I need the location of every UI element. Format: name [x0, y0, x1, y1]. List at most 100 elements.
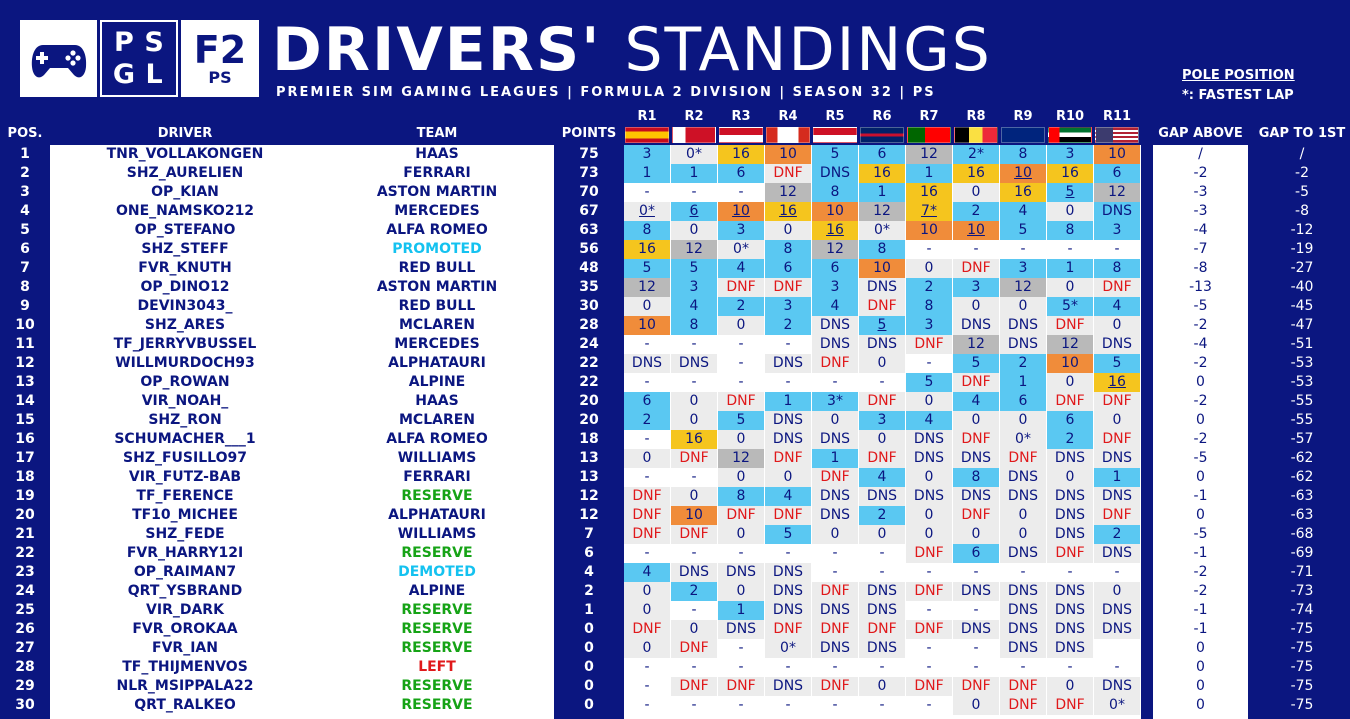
- position-cell: 3: [20, 184, 30, 200]
- driver-name: VIR_DARK: [146, 602, 224, 618]
- gap-above-cell: -5: [1193, 526, 1208, 542]
- result-cell-r4: DNS: [765, 582, 811, 601]
- result-cell-r5: -: [812, 373, 858, 392]
- driver-name: OP_STEFANO: [134, 222, 236, 238]
- result-cell-r4: DNS: [765, 601, 811, 620]
- gap-above-cell: -2: [1193, 583, 1208, 599]
- driver-name: FVR_IAN: [152, 640, 218, 656]
- result-cell-r2: 6: [671, 202, 717, 221]
- result-cell-r4: -: [765, 658, 811, 677]
- gap-to-first-cell: -8: [1295, 203, 1309, 219]
- gap-to-first-cell: -63: [1290, 488, 1314, 504]
- result-cell-r5: DNS: [812, 164, 858, 183]
- table-row: 2 SHZ_AURELIEN FERRARI 73 1 1 6 DNF DNS 16 1 16 10 16…: [0, 164, 1350, 183]
- round-label: R2: [684, 109, 704, 124]
- result-cell-r2: DNF: [671, 639, 717, 658]
- result-cell-r7: -: [906, 639, 952, 658]
- result-cell-r5: -: [812, 544, 858, 563]
- result-cell-r10: 1: [1047, 259, 1093, 278]
- points-cell: 63: [579, 222, 599, 238]
- result-cell-r4: 0: [765, 468, 811, 487]
- points-cell: 1: [584, 602, 594, 618]
- result-cell-r3: DNS: [718, 563, 764, 582]
- round-header-r9: R9: [1000, 108, 1046, 144]
- gap-to-first-cell: -75: [1290, 621, 1314, 637]
- gap-to-first-cell: /: [1299, 146, 1305, 162]
- result-cell-r3: DNS: [718, 620, 764, 639]
- result-cell-r5: DNF: [812, 677, 858, 696]
- result-cell-r7: -: [906, 563, 952, 582]
- table-row: 22 FVR_HARRY12I RESERVE 6- - - - - - DNF 6 DNS DNF DN…: [0, 544, 1350, 563]
- points-cell: 30: [579, 298, 599, 314]
- result-cell-r9: DNS: [1000, 487, 1046, 506]
- driver-name: OP_DINO12: [140, 279, 230, 295]
- result-cell-r10: 5*: [1047, 297, 1093, 316]
- result-cell-r1: 3: [624, 145, 670, 164]
- result-cell-r8: -: [953, 658, 999, 677]
- result-cell-r2: 8: [671, 316, 717, 335]
- points-cell: 56: [579, 241, 599, 257]
- table-row: 21 SHZ_FEDE WILLIAMS 7 DNF DNF 0 5 0 0 0 0 0 DNS 2 -5 -6…: [0, 525, 1350, 544]
- result-cell-r7: 0: [906, 468, 952, 487]
- gap-to-first-cell: -63: [1290, 507, 1314, 523]
- round-label: R8: [966, 109, 986, 124]
- result-cell-r5: 0: [812, 411, 858, 430]
- australia-flag-icon: [1001, 127, 1045, 143]
- result-cell-r8: 0: [953, 183, 999, 202]
- driver-name: OP_ROWAN: [140, 374, 230, 390]
- page-title: DRIVERS' STANDINGS: [272, 15, 992, 85]
- result-cell-r8: DNS: [953, 316, 999, 335]
- result-cell-r4: 0: [765, 221, 811, 240]
- result-cell-r10: DNS: [1047, 639, 1093, 658]
- result-cell-r9: 4: [1000, 202, 1046, 221]
- result-cell-r7: -: [906, 354, 952, 373]
- result-cell-r1: -: [624, 658, 670, 677]
- header-gap-above: GAP ABOVE: [1158, 126, 1243, 141]
- result-cell-r8: 4: [953, 392, 999, 411]
- result-cell-r6: 0: [859, 525, 905, 544]
- result-cell-r3: 4: [718, 259, 764, 278]
- driver-name: SHZ_ARES: [144, 317, 226, 333]
- result-cell-r11: [1094, 639, 1140, 658]
- result-cell-r9: 0: [1000, 411, 1046, 430]
- team-name: ALFA ROMEO: [386, 431, 488, 447]
- result-cell-r5: 10: [812, 202, 858, 221]
- result-cell-r4: DNS: [765, 430, 811, 449]
- gap-to-first-cell: -75: [1290, 640, 1314, 656]
- result-cell-r8: DNF: [953, 506, 999, 525]
- result-cell-r7: DNF: [906, 335, 952, 354]
- result-cell-r11: 10: [1094, 145, 1140, 164]
- table-row: 15 SHZ_RON MCLAREN 20 2 0 5 DNS 0 3 4 0 0 6 0 0 -55: [0, 411, 1350, 430]
- result-cell-r4: DNF: [765, 506, 811, 525]
- points-cell: 13: [579, 450, 599, 466]
- gap-to-first-cell: -71: [1290, 564, 1314, 580]
- driver-name: SHZ_FUSILLO97: [123, 450, 247, 466]
- gap-to-first-cell: -12: [1290, 222, 1314, 238]
- result-cell-r8: 6: [953, 544, 999, 563]
- gap-above-cell: -2: [1193, 317, 1208, 333]
- result-cell-r6: DNF: [859, 297, 905, 316]
- driver-name: SHZ_RON: [148, 412, 222, 428]
- result-cell-r9: 10: [1000, 164, 1046, 183]
- result-cell-r5: 16: [812, 221, 858, 240]
- result-cell-r3: 5: [718, 411, 764, 430]
- result-cell-r6: 4: [859, 468, 905, 487]
- position-cell: 18: [15, 469, 35, 485]
- result-cell-r10: DNS: [1047, 487, 1093, 506]
- team-name: RESERVE: [401, 602, 473, 618]
- result-cell-r8: DNF: [953, 430, 999, 449]
- team-name: MERCEDES: [394, 203, 480, 219]
- table-row: 5 OP_STEFANO ALFA ROMEO 63 8 0 3 0 16 0* 10 10 5 8 3 -4…: [0, 221, 1350, 240]
- position-cell: 11: [15, 336, 35, 352]
- result-cell-r11: 0: [1094, 411, 1140, 430]
- result-cell-r9: 3: [1000, 259, 1046, 278]
- result-cell-r6: DNS: [859, 487, 905, 506]
- table-row: 23 OP_RAIMAN7 DEMOTED 4 4 DNS DNS DNS - - - - - - - -2-…: [0, 563, 1350, 582]
- usa-flag-icon: [1095, 127, 1139, 143]
- result-cell-r1: 1: [624, 164, 670, 183]
- driver-name: SHZ_FEDE: [145, 526, 225, 542]
- result-cell-r2: DNF: [671, 525, 717, 544]
- result-cell-r8: -: [953, 601, 999, 620]
- result-cell-r7: 7*: [906, 202, 952, 221]
- result-cell-r5: DNF: [812, 468, 858, 487]
